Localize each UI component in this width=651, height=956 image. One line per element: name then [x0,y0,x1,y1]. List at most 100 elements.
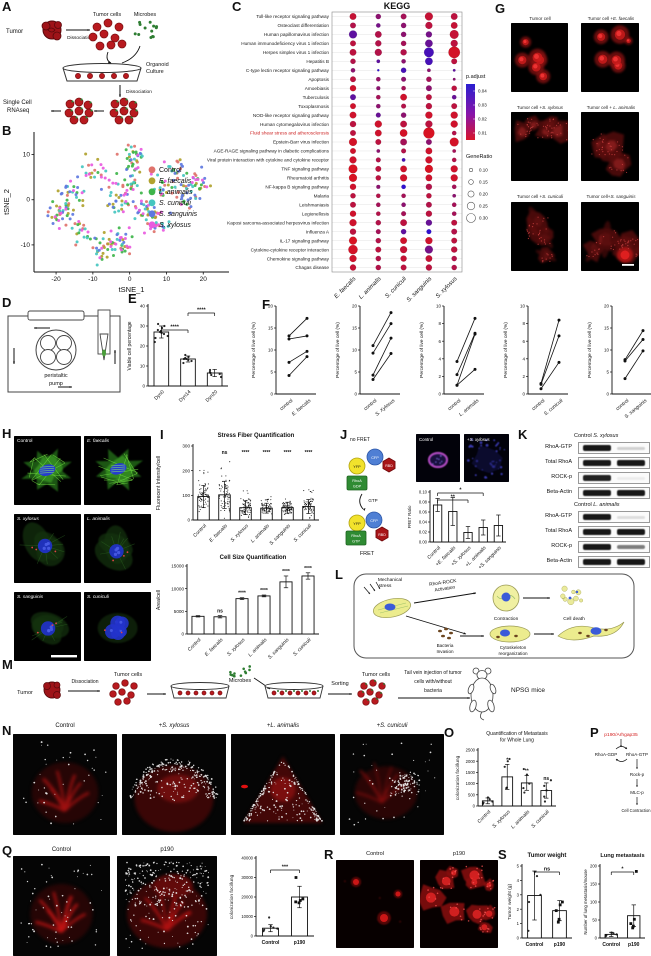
chart-body: 0 10 20 30 40 Viable cell percentage Dyn0 Dyn14… [127,304,228,404]
svg-text:ns: ns [222,450,228,456]
svg-text:p190: p190 [294,940,306,946]
svg-text:200: 200 [590,864,598,869]
svg-text:p.adjust: p.adjust [466,74,486,80]
svg-text:TNF signaling pathway: TNF signaling pathway [281,167,329,172]
panel-f-chart-s-sanguinis: 0 5 10 15 20 Percentage of live cell (%) contr… [587,304,651,420]
k-blot-row-label: Beta-Actin [546,558,572,564]
svg-text:Tumor: Tumor [17,690,33,696]
svg-text:Amoebiasis: Amoebiasis [305,86,330,91]
svg-text:0.08: 0.08 [419,500,428,505]
g-image-label: Tumor cell + L. animalis [586,105,636,110]
svg-text:0: 0 [251,934,254,939]
svg-text:Dissociation: Dissociation [67,35,93,41]
svg-text:0.10: 0.10 [479,168,488,173]
svg-text:S. cuniculi: S. cuniculi [543,397,565,417]
svg-text:0: 0 [354,392,357,397]
svg-text:Percentage of live cell (%): Percentage of live cell (%) [251,322,257,378]
svg-text:10: 10 [23,152,31,159]
svg-text:Fluorecent Intensity/cell: Fluorecent Intensity/cell [156,456,162,511]
svg-text:S. sanguinis: S. sanguinis [267,637,291,661]
panel-label-q: Q [2,843,13,858]
h-image-label: E. faecalis [87,439,110,444]
svg-text:10: 10 [268,348,274,353]
svg-text:RNAseq: RNAseq [7,108,29,114]
svg-text:Number of lung metastasis/mous: Number of lung metastasis/mouse [583,869,588,935]
chart-body: Tumor weight 0 1 2 3 4 5 Tumor weight (g) Contro… [507,853,572,948]
svg-text:p190: p190 [628,942,640,948]
h-image-control [14,436,81,505]
svg-text:Percentage of live cell (%): Percentage of live cell (%) [419,322,425,378]
svg-text:10000: 10000 [241,914,253,919]
svg-text:RhoA: RhoA [351,534,361,538]
svg-text:0.00: 0.00 [419,540,428,545]
svg-text:0: 0 [438,392,441,397]
svg-text:AGE-RAGE signaling pathway in: AGE-RAGE signaling pathway in diabetic c… [214,149,330,154]
svg-text:no FRET: no FRET [350,437,370,443]
g-image-label: Tumor cell [529,16,551,21]
svg-text:KEGG: KEGG [384,1,411,11]
svg-text:1500: 1500 [466,770,476,775]
svg-text:Epstein-Barr virus infection: Epstein-Barr virus infection [273,140,329,145]
svg-text:S. xylosus: S. xylosus [226,637,247,658]
svg-text:20000: 20000 [241,895,253,900]
svg-text:0.04: 0.04 [478,89,487,94]
panel-label-r: R [324,847,334,862]
j-image-label: Control [419,437,434,442]
svg-text:Tail vein injection of tumor: Tail vein injection of tumor [404,670,462,676]
n-lung-s-xylosus [122,734,226,835]
panel-i-stress-fiber-chart: Stress Fiber Quantification 0 100 200 300 Flu… [156,433,319,547]
g-image-label: Tumor cell +E. faecalis [587,16,635,21]
svg-text:Cytoskeleton: Cytoskeleton [500,645,527,650]
svg-text:S. Xylosus: S. Xylosus [374,398,396,418]
svg-text:Apoptosis: Apoptosis [308,77,329,82]
svg-text:Human papillomavirus infection: Human papillomavirus infection [264,32,330,37]
svg-text:300: 300 [182,444,190,449]
svg-text:L. animalis: L. animalis [159,189,193,196]
svg-text:Contraction: Contraction [494,616,519,622]
k-blot-lane [578,541,650,553]
svg-text:10000: 10000 [171,586,184,591]
g-image-s-cuniculi [511,202,568,271]
svg-text:RhoA: RhoA [352,479,362,483]
svg-text:Control: Control [262,940,280,946]
j-image-control [416,434,460,482]
svg-text:Quantification of Metastasis: Quantification of Metastasis [486,731,548,737]
svg-text:****: **** [284,450,292,456]
svg-text:ns: ns [543,776,549,782]
svg-text:5: 5 [354,370,357,375]
panel-label-g: G [495,1,506,16]
svg-text:50: 50 [592,918,597,923]
svg-text:Tumor cells: Tumor cells [362,672,390,678]
k-blot-row-label: ROCK-p [551,543,572,549]
k-blot-lane [578,472,650,484]
k-blot-group-header: Control L. animalis [574,502,620,508]
k-blot-lane [578,556,650,568]
svg-text:reorganization: reorganization [498,651,528,656]
h-image-label: S. xylosus [17,517,39,522]
svg-text:Control: Control [526,942,544,948]
svg-text:Viable cell percentage: Viable cell percentage [127,321,133,370]
svg-text:30000: 30000 [241,875,253,880]
svg-text:-20: -20 [51,276,61,283]
svg-text:Influenza A: Influenza A [306,229,330,234]
svg-text:RBD: RBD [378,533,386,537]
k-blot-lane [578,511,650,523]
svg-text:0: 0 [187,518,190,523]
k-blot-row-label: Total RhoA [545,459,572,465]
svg-text:0: 0 [26,197,30,204]
panel-f-chart-s-xylosus: 0 5 10 15 20 Percentage of live cell (%) contr… [335,304,400,418]
svg-text:200: 200 [182,468,190,473]
svg-text:-10: -10 [21,242,31,249]
panel-e-viable-cell-chart: 0 10 20 30 40 Viable cell percentage Dyn0 Dyn14… [127,304,228,404]
svg-text:****: **** [263,450,271,456]
svg-text:NOD-like receptor signaling pa: NOD-like receptor signaling pathway [253,113,330,118]
h-image-s-xylosus [14,514,81,583]
panel-label-d: D [2,295,12,310]
svg-text:20: 20 [140,344,146,349]
panel-i-cell-size-chart: Cell Size Quantification 0 5000 10000 15000 A… [156,555,319,661]
panel-q-foci-chart: 0 10000 20000 30000 40000 colonization foci/l… [229,856,314,946]
svg-text:2: 2 [438,374,441,379]
svg-text:1000: 1000 [466,781,476,786]
svg-text:Chagas disease: Chagas disease [295,265,329,270]
